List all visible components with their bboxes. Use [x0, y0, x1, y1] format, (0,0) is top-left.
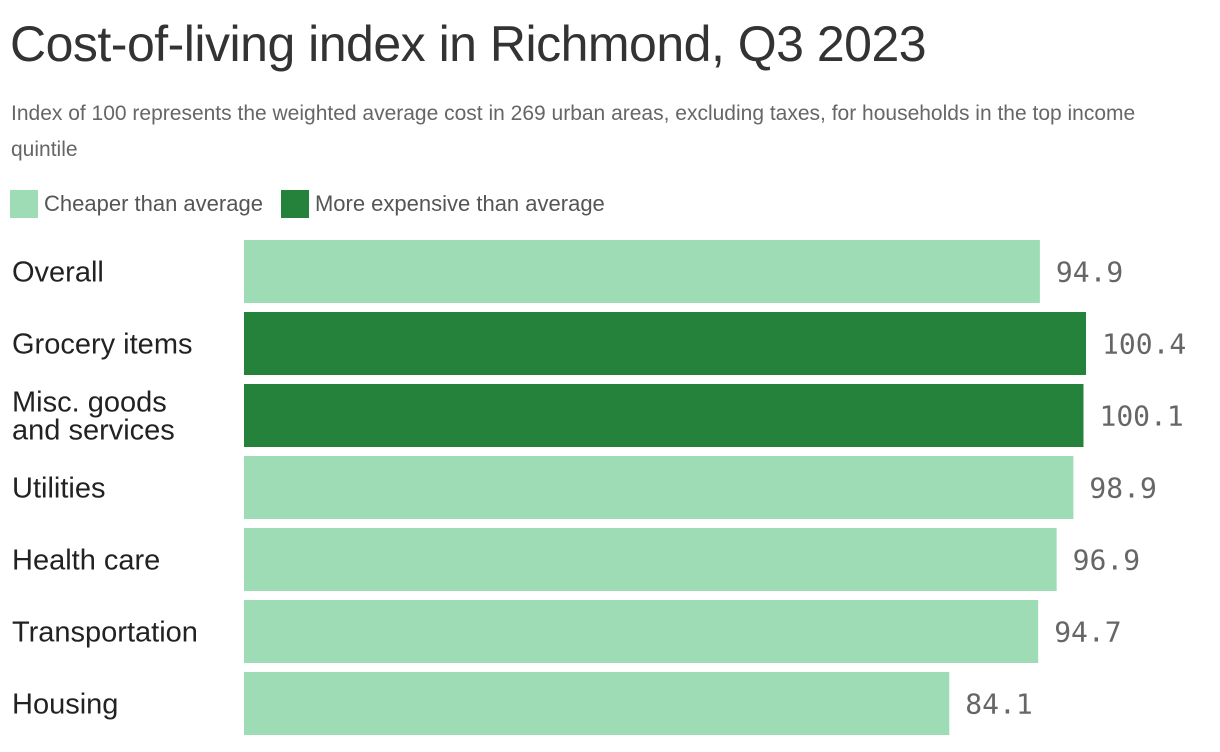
value-label-overall: 94.9 [1056, 256, 1123, 289]
category-label-line: and services [12, 415, 175, 447]
bar-housing [244, 672, 950, 735]
bar-health-care [244, 528, 1057, 591]
bar-grocery-items [244, 312, 1086, 375]
category-label-line: Overall [12, 257, 104, 289]
bar-chart-svg: Overall 94.9 Grocery items 100.4 Misc. goods… [12, 240, 1186, 735]
category-label-line: Housing [12, 689, 118, 721]
legend-item-more-expensive: More expensive than average [280, 190, 605, 218]
category-label-overall: Overall [12, 257, 104, 289]
category-label-health-care: Health care [12, 545, 160, 577]
category-label-grocery-items: Grocery items [12, 329, 192, 361]
category-label-utilities: Utilities [12, 473, 105, 505]
value-label-housing: 84.1 [965, 688, 1032, 721]
legend-swatch-cheaper [10, 190, 38, 218]
category-label-line: Health care [12, 545, 160, 577]
category-label-line: Grocery items [12, 329, 192, 361]
category-label-line: Utilities [12, 473, 105, 505]
chart-title: Cost-of-living index in Richmond, Q3 202… [10, 16, 927, 72]
category-label-line: Misc. goods [12, 387, 167, 419]
value-label-transportation: 94.7 [1054, 616, 1121, 649]
category-label-misc-goods-and-services: Misc. goods and services [12, 387, 175, 447]
bar-transportation [244, 600, 1039, 663]
bar-utilities [244, 456, 1074, 519]
category-label-housing: Housing [12, 689, 118, 721]
value-label-grocery-items: 100.4 [1102, 328, 1186, 361]
value-label-misc-goods-and-services: 100.1 [1099, 400, 1183, 433]
value-label-utilities: 98.9 [1089, 472, 1156, 505]
value-label-health-care: 96.9 [1073, 544, 1140, 577]
bar-misc-goods-and-services [244, 384, 1084, 447]
legend-label-more-expensive: More expensive than average [314, 191, 605, 216]
chart-legend: Cheaper than average More expensive than… [10, 188, 623, 220]
category-label-line: Transportation [12, 617, 198, 649]
legend-item-cheaper: Cheaper than average [10, 190, 263, 218]
legend-label-cheaper: Cheaper than average [44, 191, 263, 216]
chart-subtitle: Index of 100 represents the weighted ave… [11, 102, 1136, 161]
bar-chart: Overall 94.9 Grocery items 100.4 Misc. goods… [0, 240, 1220, 744]
legend-swatch-more-expensive [280, 190, 309, 218]
bar-overall [244, 240, 1040, 303]
category-label-transportation: Transportation [12, 617, 198, 649]
